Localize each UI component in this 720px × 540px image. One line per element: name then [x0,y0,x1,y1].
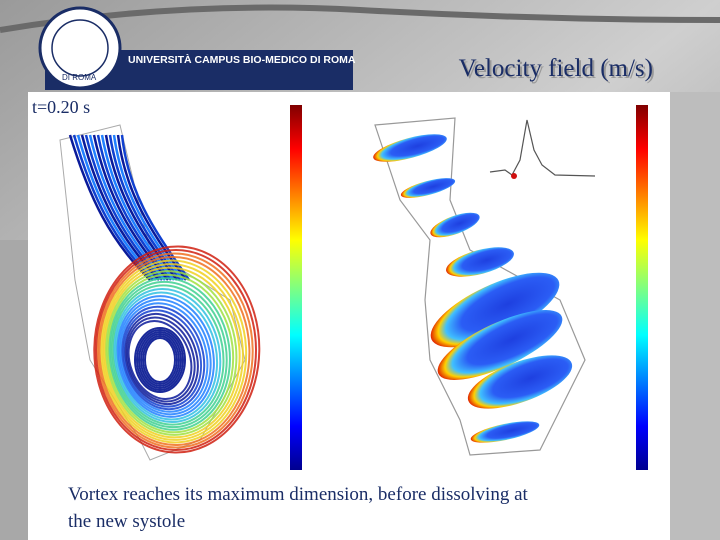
streamline [116,295,215,418]
slide-title: Velocity field (m/s) [459,55,653,82]
streamline [112,134,185,281]
section-disk [446,247,514,277]
caption-line: the new systole [68,511,185,532]
caption-line: Vortex reaches its maximum dimension, be… [68,484,529,505]
streamline [126,316,196,403]
section-plot [373,117,596,456]
flow-waveform [489,119,596,177]
fresco-arch [0,4,720,33]
streamline [122,309,203,408]
streamline [100,259,248,444]
streamline [124,312,199,406]
streamline [113,287,222,424]
logo-text: UNIVERSITÀ CAMPUS BIO-MEDICO DI ROMA [128,53,356,66]
streamline [111,284,225,426]
section-disk [400,178,456,198]
logo-seal-inner [51,19,109,77]
time-label: t=0.20 s [32,97,90,117]
streamline [109,280,228,429]
streamline [138,331,182,389]
streamline [108,134,182,281]
time-marker [511,173,517,179]
streamline [117,298,212,416]
streamline [76,134,157,281]
streamline [144,337,176,383]
streamline [120,134,191,281]
streamline [134,327,186,393]
streamline [104,270,238,436]
streamline [116,134,188,281]
fresco-strip [670,92,720,540]
section-disk [430,212,480,238]
colorbar [636,105,648,470]
streamline [98,256,251,446]
streamline [93,245,261,454]
streamline [127,320,193,400]
streamline [119,302,209,413]
streamline [142,335,178,385]
title-shadow: Velocity field (m/s) [461,57,655,84]
streamline [100,134,175,281]
streamline [121,305,206,411]
streamline [84,134,163,281]
fresco-strip [0,240,28,540]
section-disk [437,310,563,380]
section-disk [373,134,447,162]
streamline [136,329,184,391]
streamline-plot [59,124,261,461]
streamline [95,249,257,451]
streamline [96,252,254,449]
streamline [140,333,180,387]
colorbar [290,105,302,470]
streamline [104,134,178,281]
streamline [103,266,241,439]
streamline [101,263,244,441]
caption-box [62,480,662,540]
streamline [114,291,219,421]
streamline [108,277,231,431]
section-disk [470,421,540,443]
section-disk [430,272,560,348]
streamline [106,273,235,434]
logo-subtext: DI ROMA [62,73,97,82]
section-disk [467,355,573,409]
